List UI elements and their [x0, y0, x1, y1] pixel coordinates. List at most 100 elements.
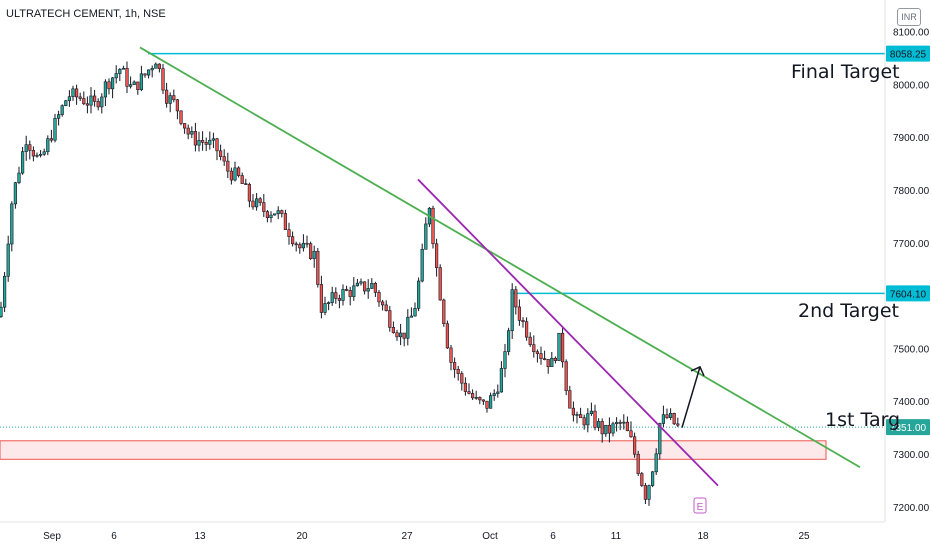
candle	[114, 65, 118, 84]
candle	[424, 217, 428, 250]
candle	[175, 99, 180, 120]
price-badge: 7351.00	[886, 419, 930, 436]
y-tick-label: 7400.00	[893, 397, 930, 408]
candle	[406, 309, 410, 346]
candle	[0, 301, 3, 318]
candle	[125, 61, 129, 93]
candle	[578, 407, 583, 419]
candle	[42, 148, 46, 156]
candle	[75, 84, 79, 105]
candle	[420, 243, 424, 283]
candle	[460, 371, 464, 391]
candle	[269, 211, 273, 223]
candle	[589, 402, 593, 416]
price-badge: 7604.10	[886, 285, 930, 302]
candle	[402, 332, 406, 347]
candle	[265, 210, 270, 223]
second-target-label: 2nd Target	[798, 300, 900, 322]
candle	[222, 149, 226, 166]
currency-button[interactable]: INR	[897, 8, 921, 26]
candle	[6, 235, 10, 282]
candle	[391, 321, 396, 334]
candle	[330, 286, 334, 306]
candle	[442, 298, 446, 327]
candle	[640, 471, 644, 487]
candle	[665, 408, 669, 420]
candle	[478, 396, 482, 405]
candle	[377, 290, 381, 307]
candle	[107, 78, 111, 95]
candle	[56, 110, 61, 126]
candle	[2, 272, 7, 313]
candle	[348, 286, 352, 306]
candle	[111, 77, 115, 99]
candle	[283, 209, 288, 230]
candle	[208, 131, 212, 150]
candle	[532, 335, 536, 358]
candle	[452, 357, 457, 378]
candle	[172, 89, 176, 103]
candle	[179, 110, 183, 126]
candle	[28, 140, 32, 160]
candle	[668, 408, 673, 421]
candle	[226, 152, 230, 178]
x-tick-label: 6	[550, 531, 556, 542]
candle	[362, 281, 367, 295]
candle	[46, 135, 50, 156]
candle	[201, 131, 205, 151]
candle	[438, 264, 442, 301]
candle	[467, 383, 471, 395]
support-zone	[0, 440, 827, 460]
candle	[416, 277, 421, 312]
earnings-marker[interactable]: E	[693, 497, 707, 514]
candle	[290, 231, 295, 247]
candle	[398, 323, 403, 346]
candle	[67, 90, 71, 107]
candle	[542, 350, 547, 361]
candle	[197, 131, 201, 152]
candle	[204, 137, 208, 152]
candle	[255, 193, 259, 211]
candle	[492, 389, 496, 401]
candle	[341, 284, 345, 306]
candle	[190, 126, 194, 139]
candle	[488, 392, 493, 409]
candle	[470, 389, 475, 401]
candle	[658, 422, 662, 460]
candle	[528, 332, 532, 347]
y-tick-label: 7200.00	[893, 503, 930, 514]
time-axis[interactable]: Sep 6 13 20 27 Oct 6 11 18 25	[0, 521, 885, 542]
candle	[64, 99, 68, 107]
candle	[571, 401, 575, 422]
candle	[35, 152, 39, 158]
candle	[53, 113, 57, 143]
candle	[622, 414, 626, 430]
candle	[604, 424, 608, 437]
candle	[161, 64, 165, 95]
candle	[661, 405, 665, 428]
x-tick-label: Oct	[482, 531, 498, 542]
candle	[233, 161, 237, 182]
candle	[262, 194, 266, 217]
y-tick-label: 7800.00	[893, 186, 930, 197]
candle	[298, 242, 302, 254]
candle	[154, 62, 158, 69]
candle	[272, 213, 277, 216]
candle	[219, 144, 223, 161]
candle	[244, 178, 248, 185]
candle	[510, 283, 514, 339]
candle	[676, 417, 680, 428]
candle	[85, 96, 89, 114]
x-tick-label: 6	[111, 531, 117, 542]
x-tick-label: 27	[401, 531, 413, 542]
candle	[629, 421, 633, 438]
candle	[596, 418, 601, 432]
first-target-label: 1st Targ	[825, 409, 901, 431]
candle	[539, 346, 543, 365]
candle	[413, 302, 417, 317]
candle	[647, 484, 651, 506]
candle	[557, 332, 561, 361]
candle	[10, 201, 14, 252]
candle	[395, 329, 399, 341]
